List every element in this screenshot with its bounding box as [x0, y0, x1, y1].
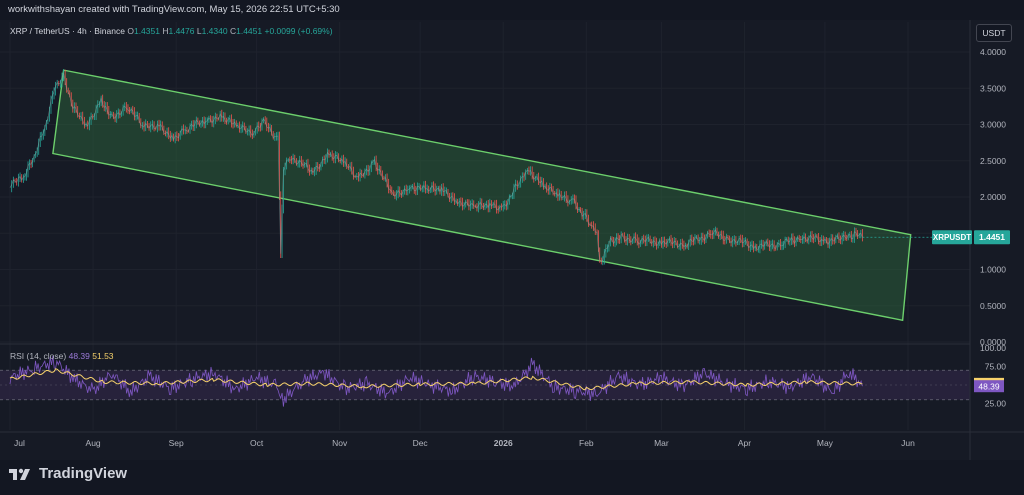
low-label: L	[196, 26, 202, 36]
rsi-tag-bg	[974, 380, 1004, 393]
y-tick-label: 0.5000	[980, 301, 1006, 311]
tradingview-logo-icon	[9, 468, 30, 480]
open-label: O	[127, 26, 134, 36]
axes: Jul Aug Sep Oct Nov Dec 2026 Feb Mar Apr May Jun 0.0…	[0, 20, 1024, 460]
descending-channel	[52, 69, 912, 322]
y-tick-label: 2.0000	[980, 192, 1006, 202]
rsi-ma-value: 51.53	[92, 351, 114, 361]
price-series	[9, 69, 970, 266]
y-tick-label: 1.0000	[980, 265, 1006, 275]
brand-name: TradingView	[39, 465, 128, 482]
rsi-line	[9, 355, 863, 407]
high-value: 1.4476	[168, 26, 195, 36]
rsi-tag: 48.39	[978, 382, 1000, 392]
low-value: 1.4340	[201, 26, 228, 36]
chart-credit: workwithshayan created with TradingView.…	[8, 4, 340, 15]
rsi-ma-line	[9, 368, 863, 391]
x-tick-label: Oct	[250, 438, 264, 448]
footer	[0, 460, 1024, 495]
rsi-series	[9, 355, 863, 407]
symbol-title: XRP / TetherUS · 4h · Binance	[10, 26, 125, 36]
x-tick-label: Jun	[901, 438, 915, 448]
x-tick-label: Feb	[579, 438, 594, 448]
rsi-value: 48.39	[68, 351, 90, 361]
rsi-tick-label: 25.00	[985, 399, 1007, 409]
price-tag-value: 1.4451	[979, 232, 1005, 242]
symbol-tag-label: XRPUSDT	[933, 233, 971, 242]
currency-button[interactable]: USDT	[976, 24, 1012, 42]
symbol-tag-bg	[932, 230, 972, 245]
x-tick-label: May	[817, 438, 834, 448]
x-tick-label: Jul	[14, 438, 25, 448]
x-tick-label: Mar	[654, 438, 669, 448]
price-chart[interactable]: Jul Aug Sep Oct Nov Dec 2026 Feb Mar Apr May Jun 0.0…	[0, 0, 1024, 460]
price-tag-bg	[974, 230, 1010, 245]
top-bar: workwithshayan created with TradingView.…	[0, 0, 1024, 20]
close-label: C	[229, 26, 237, 36]
x-tick-label: Sep	[169, 438, 184, 448]
brand[interactable]: TradingView	[9, 465, 127, 482]
change-value: +0.0099 (+0.69%)	[264, 26, 333, 36]
rsi-tick-label: 100.00	[980, 343, 1006, 353]
price-line	[9, 72, 863, 262]
y-tick-label: 3.5000	[980, 83, 1006, 93]
channel-area	[52, 69, 912, 322]
y-tick-label: 3.0000	[980, 120, 1006, 130]
x-tick-label: 2026	[494, 438, 513, 448]
x-tick-label: Aug	[86, 438, 101, 448]
symbol-legend[interactable]: XRP / TetherUS · 4h · Binance O1.4351 H1…	[10, 26, 333, 36]
x-tick-label: Nov	[332, 438, 348, 448]
close-value: 1.4451	[236, 26, 263, 36]
rsi-tick-label: 75.00	[985, 362, 1007, 372]
high-label: H	[162, 26, 169, 36]
rsi-label: RSI (14, close)	[10, 351, 67, 361]
y-tick-label: 4.0000	[980, 47, 1006, 57]
x-tick-label: Dec	[413, 438, 429, 448]
y-tick-label: 0.0000	[980, 337, 1006, 347]
y-tick-label: 2.5000	[980, 156, 1006, 166]
rsi-legend[interactable]: RSI (14, close) 48.39 51.53	[10, 351, 114, 361]
x-tick-label: Apr	[738, 438, 751, 448]
open-value: 1.4351	[133, 26, 160, 36]
